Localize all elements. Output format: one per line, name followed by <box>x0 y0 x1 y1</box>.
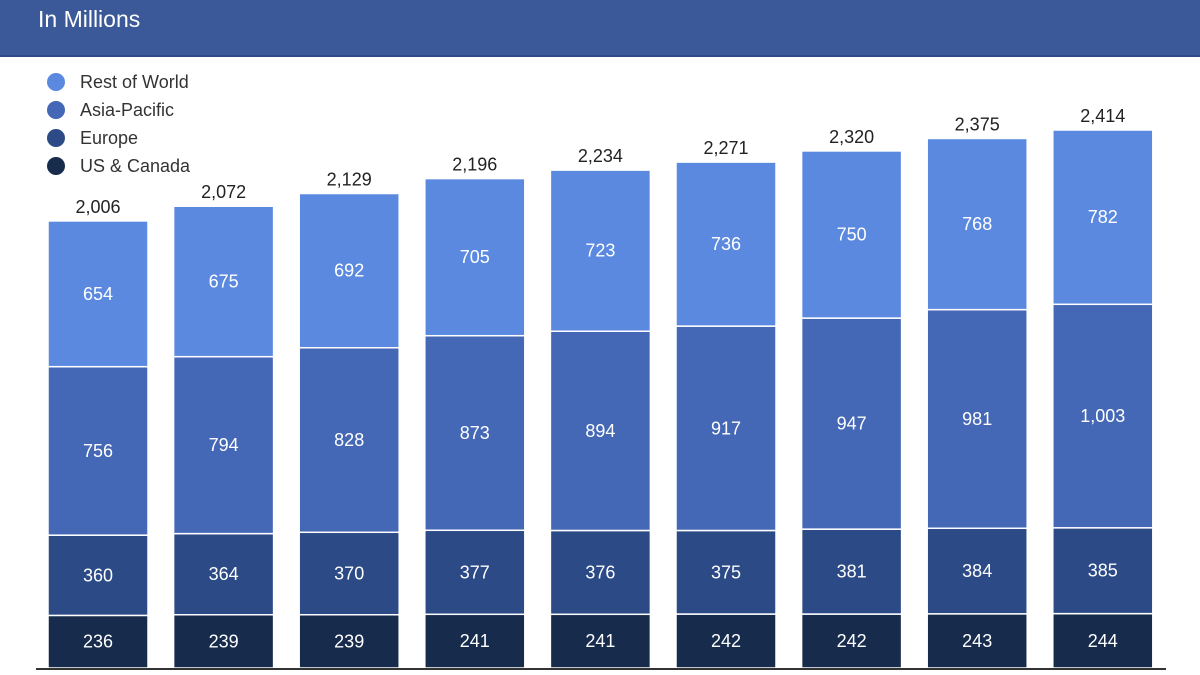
bar-segment <box>47 534 149 617</box>
segment-label: 894 <box>585 421 615 441</box>
total-label: 2,414 <box>1080 106 1125 126</box>
bar-segment <box>1052 527 1154 615</box>
bar-segment <box>675 529 777 615</box>
bar-segment <box>1052 612 1154 669</box>
bar-segment <box>172 355 275 535</box>
bar-segment <box>800 317 903 530</box>
bar-segment <box>800 150 903 319</box>
segment-label: 381 <box>837 562 867 582</box>
segment-label: 239 <box>209 631 239 651</box>
bar-segment <box>675 325 777 532</box>
segment-label: 917 <box>711 418 741 438</box>
total-label: 2,271 <box>703 138 748 158</box>
segment-label: 377 <box>460 562 490 582</box>
bar-segment <box>1052 303 1154 529</box>
segment-label: 750 <box>837 225 867 245</box>
total-label: 2,320 <box>829 127 874 147</box>
bar-segment <box>298 192 400 349</box>
chart-subtitle: In Millions <box>38 6 141 32</box>
bar-segment <box>675 613 777 669</box>
segment-label: 794 <box>209 435 239 455</box>
segment-label: 384 <box>962 561 992 581</box>
bar-segment <box>800 613 903 669</box>
segment-label: 364 <box>209 564 239 584</box>
segment-label: 385 <box>1088 561 1118 581</box>
legend-marker <box>47 157 65 175</box>
bar-segment <box>424 529 526 616</box>
segment-label: 736 <box>711 234 741 254</box>
segment-label: 239 <box>334 631 364 651</box>
segment-label: 723 <box>585 241 615 261</box>
bar-segment <box>926 308 1028 530</box>
bar-segment <box>424 613 526 669</box>
segment-label: 981 <box>962 409 992 429</box>
bar-segment <box>424 334 526 532</box>
segment-label: 244 <box>1088 631 1118 651</box>
bar-segment <box>549 330 652 532</box>
segment-label: 756 <box>83 441 113 461</box>
chart-header: In Millions <box>0 0 1200 57</box>
bar-segment <box>298 346 400 534</box>
legend-label: Rest of World <box>80 72 189 92</box>
segment-label: 241 <box>460 631 490 651</box>
segment-label: 241 <box>585 631 615 651</box>
legend-marker <box>47 73 65 91</box>
bar-segment <box>1052 129 1154 306</box>
segment-label: 947 <box>837 414 867 434</box>
segment-label: 675 <box>209 271 239 291</box>
segment-label: 360 <box>83 565 113 585</box>
total-label: 2,006 <box>75 197 120 217</box>
bar-segment <box>549 613 652 669</box>
segment-label: 768 <box>962 214 992 234</box>
segment-label: 1,003 <box>1080 406 1125 426</box>
total-label: 2,129 <box>327 170 372 190</box>
total-label: 2,375 <box>955 114 1000 134</box>
segment-label: 370 <box>334 564 364 584</box>
bar-segment <box>549 529 652 616</box>
segment-label: 243 <box>962 631 992 651</box>
bar-segment <box>424 177 526 337</box>
legend-marker <box>47 129 65 147</box>
legend-label: Asia-Pacific <box>80 100 174 120</box>
bar-segment <box>47 220 149 368</box>
legend-label: Europe <box>80 128 138 148</box>
segment-label: 873 <box>460 423 490 443</box>
segment-label: 692 <box>334 261 364 281</box>
segment-label: 828 <box>334 430 364 450</box>
segment-label: 236 <box>83 632 113 652</box>
segment-label: 654 <box>83 284 113 304</box>
bar-segment <box>298 531 400 616</box>
bar-segment <box>926 137 1028 311</box>
bar-segment <box>172 613 275 669</box>
segment-label: 242 <box>837 631 867 651</box>
total-label: 2,196 <box>452 155 497 175</box>
segment-label: 376 <box>585 562 615 582</box>
total-label: 2,072 <box>201 182 246 202</box>
bar-segment <box>675 161 777 327</box>
legend-marker <box>47 101 65 119</box>
legend-label: US & Canada <box>80 156 191 176</box>
bar-segment <box>926 527 1028 615</box>
segment-label: 782 <box>1088 207 1118 227</box>
bar-segment <box>800 528 903 615</box>
bar-segment <box>172 205 275 358</box>
bar-segment <box>549 169 652 332</box>
segment-label: 242 <box>711 631 741 651</box>
segment-label: 375 <box>711 562 741 582</box>
bar-segment <box>47 365 149 536</box>
segment-label: 705 <box>460 247 490 267</box>
total-label: 2,234 <box>578 146 623 166</box>
bar-segment <box>172 532 275 616</box>
